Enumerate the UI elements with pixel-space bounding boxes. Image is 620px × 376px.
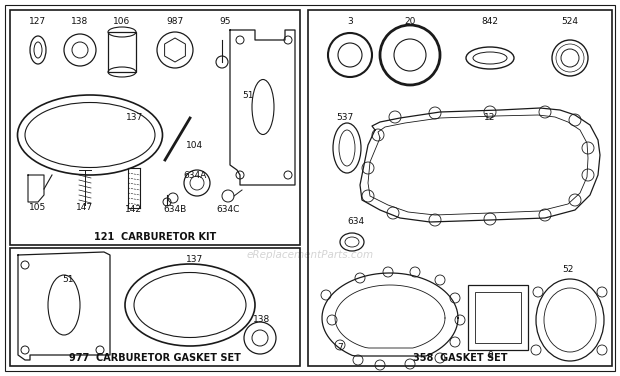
Text: 7: 7	[337, 344, 343, 353]
Text: eReplacementParts.com: eReplacementParts.com	[246, 250, 374, 260]
Text: 51: 51	[242, 91, 254, 100]
Text: 95: 95	[219, 18, 231, 26]
Text: 634B: 634B	[164, 206, 187, 214]
Text: 105: 105	[29, 203, 46, 212]
Text: 634A: 634A	[184, 170, 206, 179]
Text: 634C: 634C	[216, 206, 240, 214]
Text: 52: 52	[562, 265, 574, 274]
Text: 121  CARBURETOR KIT: 121 CARBURETOR KIT	[94, 232, 216, 242]
Text: 137: 137	[126, 112, 144, 121]
Text: 987: 987	[166, 18, 184, 26]
Text: 524: 524	[562, 18, 578, 26]
Bar	[475, 292, 521, 343]
Text: 51: 51	[62, 276, 74, 285]
Text: 137: 137	[187, 256, 203, 264]
Text: 977  CARBURETOR GASKET SET: 977 CARBURETOR GASKET SET	[69, 353, 241, 363]
Text: 3: 3	[347, 18, 353, 26]
Text: 842: 842	[482, 18, 498, 26]
Text: 138: 138	[71, 18, 89, 26]
Text: 12: 12	[484, 114, 495, 123]
Text: 142: 142	[125, 206, 141, 214]
Text: 127: 127	[29, 18, 46, 26]
Text: 147: 147	[76, 203, 94, 212]
Text: 9: 9	[487, 350, 493, 359]
Text: 104: 104	[187, 141, 203, 150]
Text: 358  GASKET SET: 358 GASKET SET	[413, 353, 507, 363]
Text: 138: 138	[254, 315, 270, 324]
Text: 537: 537	[337, 114, 353, 123]
Text: 20: 20	[404, 18, 415, 26]
Text: 634: 634	[347, 217, 365, 226]
Bar	[468, 285, 528, 350]
Text: 106: 106	[113, 18, 131, 26]
Bar	[108, 32, 136, 72]
